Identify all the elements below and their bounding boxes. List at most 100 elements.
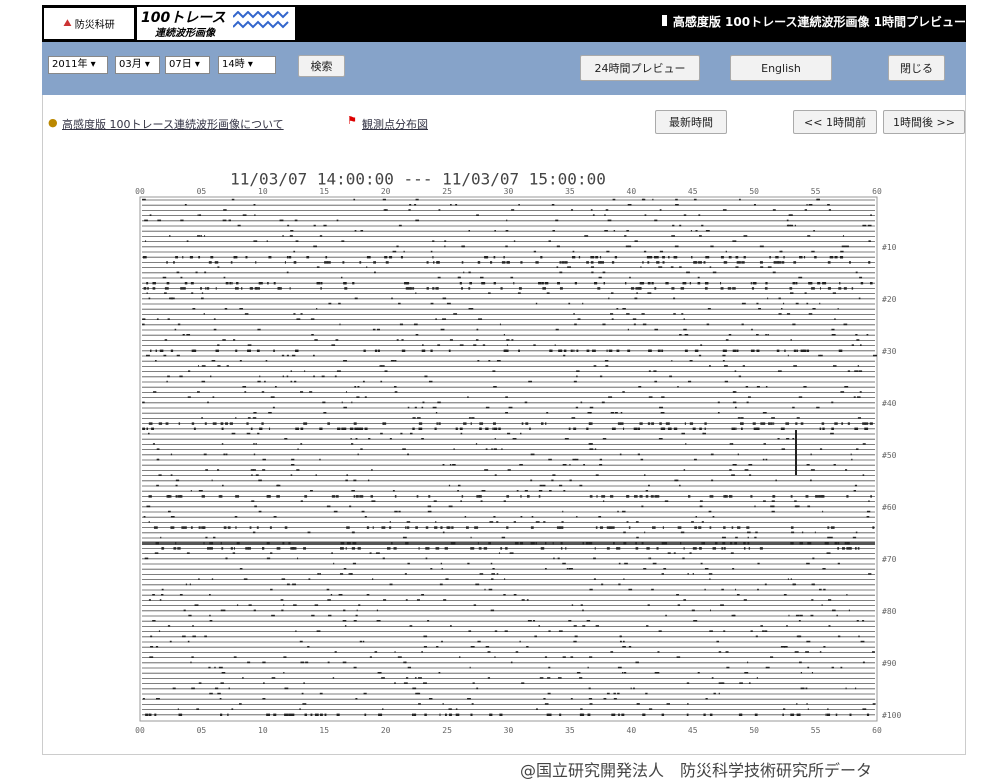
trace-noise bbox=[196, 708, 199, 710]
trace-noise bbox=[185, 204, 187, 206]
trace-noise bbox=[343, 620, 347, 622]
trace-noise bbox=[536, 542, 537, 544]
trace-noise bbox=[811, 454, 812, 456]
trace-noise bbox=[292, 547, 295, 549]
trace-noise bbox=[315, 714, 319, 716]
trace-noise bbox=[253, 443, 255, 445]
trace-noise bbox=[144, 516, 146, 518]
trace-noise bbox=[600, 459, 602, 461]
trace-noise bbox=[344, 568, 347, 570]
trace-noise bbox=[636, 521, 639, 523]
trace-noise bbox=[212, 360, 216, 362]
trace-noise bbox=[536, 521, 540, 523]
trace-noise bbox=[610, 651, 613, 653]
trace-noise bbox=[812, 308, 815, 310]
trace-noise bbox=[450, 464, 451, 466]
trace-noise bbox=[573, 251, 575, 253]
trace-noise bbox=[870, 214, 872, 216]
trace-noise bbox=[661, 412, 665, 414]
trace-noise bbox=[571, 698, 573, 700]
trace-noise bbox=[282, 578, 286, 580]
trace-noise bbox=[484, 469, 488, 471]
trace-noise bbox=[471, 422, 472, 424]
trace-noise bbox=[146, 282, 148, 284]
trace-noise bbox=[677, 386, 678, 388]
trace-noise bbox=[684, 318, 685, 320]
trace-noise bbox=[567, 568, 568, 570]
trace-noise bbox=[398, 656, 402, 658]
trace-noise bbox=[217, 365, 220, 367]
trace-noise bbox=[484, 256, 487, 258]
trace-noise bbox=[328, 303, 331, 305]
trace-noise bbox=[646, 547, 649, 549]
trace-noise bbox=[442, 318, 446, 320]
trace-noise bbox=[687, 573, 688, 575]
trace-noise bbox=[709, 630, 713, 632]
trace-noise bbox=[395, 651, 396, 653]
trace-noise bbox=[357, 610, 358, 612]
trace-noise bbox=[497, 573, 499, 575]
trace-noise bbox=[494, 256, 496, 258]
trace-noise bbox=[436, 547, 440, 549]
trace-noise bbox=[268, 412, 272, 414]
trace-noise bbox=[426, 558, 428, 560]
trace-noise bbox=[443, 599, 446, 601]
trace-noise bbox=[873, 703, 876, 705]
trace-noise bbox=[694, 199, 697, 201]
trace-noise bbox=[272, 677, 276, 679]
trace-noise bbox=[307, 646, 309, 648]
x-tick-label-bottom: 50 bbox=[749, 726, 759, 735]
trace-noise bbox=[669, 376, 672, 378]
trace-noise bbox=[210, 376, 211, 378]
trace-noise bbox=[262, 547, 264, 549]
trace-noise bbox=[737, 350, 739, 352]
trace-noise bbox=[787, 313, 790, 315]
trace-noise bbox=[693, 547, 697, 549]
trace-noise bbox=[872, 651, 875, 653]
trace-noise bbox=[456, 708, 457, 710]
trace-noise bbox=[408, 407, 410, 409]
trace-noise bbox=[493, 386, 497, 388]
trace-noise bbox=[311, 334, 314, 336]
trace-noise bbox=[531, 454, 535, 456]
trace-noise bbox=[775, 261, 778, 263]
trace-noise bbox=[157, 220, 161, 222]
trace-noise bbox=[188, 641, 190, 643]
trace-noise bbox=[760, 266, 763, 268]
trace-noise bbox=[254, 506, 257, 508]
trace-noise bbox=[733, 402, 736, 404]
x-tick-label-top: 45 bbox=[688, 187, 698, 196]
trace-noise bbox=[634, 324, 636, 326]
trace-noise bbox=[150, 646, 153, 648]
trace-noise bbox=[311, 615, 314, 617]
trace-noise bbox=[562, 563, 566, 565]
trace-noise bbox=[781, 261, 784, 263]
x-tick-label-bottom: 55 bbox=[811, 726, 821, 735]
trace-noise bbox=[355, 298, 358, 300]
trace-noise bbox=[622, 511, 625, 513]
trace-noise bbox=[699, 428, 702, 430]
trace-noise bbox=[337, 370, 341, 372]
trace-noise bbox=[402, 350, 405, 352]
trace-noise bbox=[408, 209, 410, 211]
trace-noise bbox=[246, 422, 248, 424]
trace-noise bbox=[496, 521, 498, 523]
trace-noise bbox=[259, 376, 260, 378]
trace-noise bbox=[854, 370, 858, 372]
trace-noise bbox=[577, 672, 580, 674]
trace-noise bbox=[555, 220, 558, 222]
trace-noise bbox=[788, 355, 789, 357]
trace-noise bbox=[450, 339, 453, 341]
trace-noise bbox=[166, 381, 167, 383]
trace-noise bbox=[614, 230, 615, 232]
trace-noise bbox=[760, 246, 764, 248]
trace-noise bbox=[586, 261, 589, 263]
trace-noise bbox=[301, 500, 303, 502]
trace-noise bbox=[587, 350, 590, 352]
trace-noise bbox=[291, 464, 294, 466]
trace-noise bbox=[479, 547, 482, 549]
trace-noise bbox=[327, 506, 331, 508]
trace-noise bbox=[722, 542, 725, 544]
trace-noise bbox=[490, 261, 492, 263]
trace-noise bbox=[321, 282, 323, 284]
